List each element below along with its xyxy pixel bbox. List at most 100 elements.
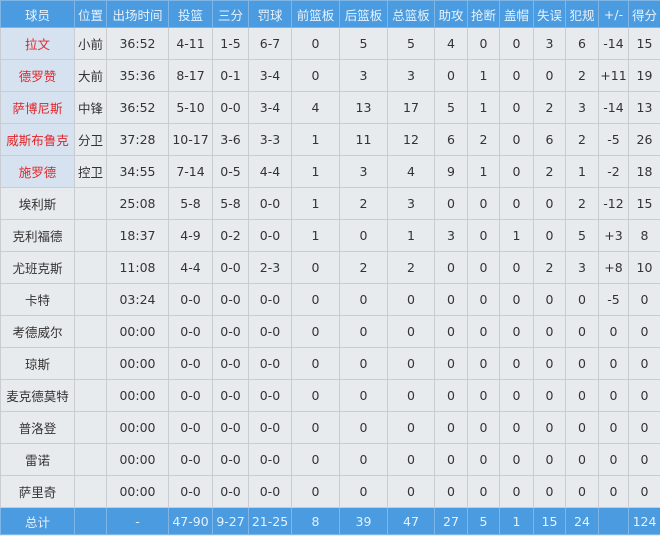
column-header-plus-minus[interactable]: +/- — [598, 0, 629, 28]
column-header-position[interactable]: 位置 — [74, 0, 107, 28]
player-row: 克利福德 18:37 4-9 0-2 0-0 1 0 1 3 0 1 0 5 +3 8 — [0, 219, 660, 252]
total-assists: 27 — [434, 507, 468, 535]
cell-fouls: 0 — [565, 379, 599, 412]
cell-points: 0 — [628, 443, 660, 476]
cell-assists: 6 — [434, 123, 468, 156]
column-header-off-reb[interactable]: 前篮板 — [291, 0, 340, 28]
player-row: 麦克德莫特 00:00 0-0 0-0 0-0 0 0 0 0 0 0 0 0 0 0 — [0, 379, 660, 412]
cell-blocks: 1 — [499, 219, 534, 252]
player-name[interactable]: 威斯布鲁克 — [0, 123, 75, 156]
total-ft: 21-25 — [248, 507, 292, 535]
cell-turnovers: 0 — [533, 283, 566, 316]
cell-def-reb: 5 — [339, 27, 388, 60]
cell-fouls: 2 — [565, 123, 599, 156]
cell-fg: 10-17 — [168, 123, 213, 156]
column-header-fouls[interactable]: 犯规 — [565, 0, 599, 28]
player-name[interactable]: 克利福德 — [0, 219, 75, 252]
cell-points: 0 — [628, 411, 660, 444]
total-three-pt: 9-27 — [212, 507, 249, 535]
cell-fouls: 3 — [565, 91, 599, 124]
column-header-points[interactable]: 得分 — [628, 0, 660, 28]
player-name[interactable]: 考德威尔 — [0, 315, 75, 348]
cell-position — [74, 411, 107, 444]
cell-ft: 0-0 — [248, 315, 292, 348]
cell-minutes: 11:08 — [106, 251, 169, 284]
cell-turnovers: 2 — [533, 155, 566, 188]
cell-total-reb: 0 — [387, 411, 435, 444]
player-row: 考德威尔 00:00 0-0 0-0 0-0 0 0 0 0 0 0 0 0 0 0 — [0, 315, 660, 348]
column-header-assists[interactable]: 助攻 — [434, 0, 468, 28]
player-name[interactable]: 尤班克斯 — [0, 251, 75, 284]
player-name[interactable]: 麦克德莫特 — [0, 379, 75, 412]
player-name[interactable]: 雷诺 — [0, 443, 75, 476]
player-name[interactable]: 德罗赞 — [0, 59, 75, 92]
cell-assists: 0 — [434, 315, 468, 348]
total-blocks: 1 — [499, 507, 534, 535]
column-header-def-reb[interactable]: 后篮板 — [339, 0, 388, 28]
cell-fg: 0-0 — [168, 411, 213, 444]
cell-fg: 4-4 — [168, 251, 213, 284]
player-row: 卡特 03:24 0-0 0-0 0-0 0 0 0 0 0 0 0 0 -5 0 — [0, 283, 660, 316]
cell-total-reb: 17 — [387, 91, 435, 124]
column-header-total-reb[interactable]: 总篮板 — [387, 0, 435, 28]
player-row: 埃利斯 25:08 5-8 5-8 0-0 1 2 3 0 0 0 0 2 -12 15 — [0, 187, 660, 220]
cell-turnovers: 0 — [533, 411, 566, 444]
cell-ft: 0-0 — [248, 443, 292, 476]
player-name[interactable]: 卡特 — [0, 283, 75, 316]
cell-total-reb: 3 — [387, 187, 435, 220]
player-name[interactable]: 萨里奇 — [0, 475, 75, 508]
column-header-steals[interactable]: 抢断 — [467, 0, 500, 28]
cell-plus-minus: 0 — [598, 379, 629, 412]
cell-fg: 0-0 — [168, 283, 213, 316]
cell-points: 0 — [628, 315, 660, 348]
cell-points: 26 — [628, 123, 660, 156]
cell-turnovers: 0 — [533, 315, 566, 348]
cell-points: 0 — [628, 379, 660, 412]
cell-fouls: 1 — [565, 155, 599, 188]
total-steals: 5 — [467, 507, 500, 535]
cell-minutes: 00:00 — [106, 443, 169, 476]
cell-steals: 0 — [467, 475, 500, 508]
column-header-minutes[interactable]: 出场时间 — [106, 0, 169, 28]
cell-fouls: 6 — [565, 27, 599, 60]
cell-minutes: 00:00 — [106, 379, 169, 412]
column-header-turnovers[interactable]: 失误 — [533, 0, 566, 28]
cell-total-reb: 0 — [387, 347, 435, 380]
cell-three-pt: 0-0 — [212, 411, 249, 444]
cell-position: 小前 — [74, 27, 107, 60]
cell-ft: 0-0 — [248, 475, 292, 508]
player-name[interactable]: 普洛登 — [0, 411, 75, 444]
cell-position: 控卫 — [74, 155, 107, 188]
total-position — [74, 507, 107, 535]
cell-assists: 0 — [434, 347, 468, 380]
cell-assists: 0 — [434, 443, 468, 476]
cell-off-reb: 0 — [291, 59, 340, 92]
column-header-blocks[interactable]: 盖帽 — [499, 0, 534, 28]
cell-fg: 7-14 — [168, 155, 213, 188]
cell-steals: 0 — [467, 347, 500, 380]
cell-minutes: 00:00 — [106, 411, 169, 444]
column-header-three-pt[interactable]: 三分 — [212, 0, 249, 28]
player-name[interactable]: 萨博尼斯 — [0, 91, 75, 124]
cell-off-reb: 4 — [291, 91, 340, 124]
cell-def-reb: 0 — [339, 315, 388, 348]
cell-fg: 0-0 — [168, 315, 213, 348]
cell-fouls: 0 — [565, 411, 599, 444]
player-name[interactable]: 施罗德 — [0, 155, 75, 188]
player-name[interactable]: 琼斯 — [0, 347, 75, 380]
cell-three-pt: 0-5 — [212, 155, 249, 188]
player-name[interactable]: 埃利斯 — [0, 187, 75, 220]
cell-blocks: 0 — [499, 59, 534, 92]
cell-fg: 0-0 — [168, 347, 213, 380]
column-header-fg[interactable]: 投篮 — [168, 0, 213, 28]
cell-position: 中锋 — [74, 91, 107, 124]
total-off-reb: 8 — [291, 507, 340, 535]
column-header-player[interactable]: 球员 — [0, 0, 75, 28]
column-header-ft[interactable]: 罚球 — [248, 0, 292, 28]
cell-turnovers: 0 — [533, 219, 566, 252]
cell-assists: 4 — [434, 27, 468, 60]
cell-off-reb: 1 — [291, 155, 340, 188]
player-name[interactable]: 拉文 — [0, 27, 75, 60]
cell-off-reb: 1 — [291, 123, 340, 156]
player-row: 萨博尼斯 中锋 36:52 5-10 0-0 3-4 4 13 17 5 1 0 2 3 -14 13 — [0, 91, 660, 124]
